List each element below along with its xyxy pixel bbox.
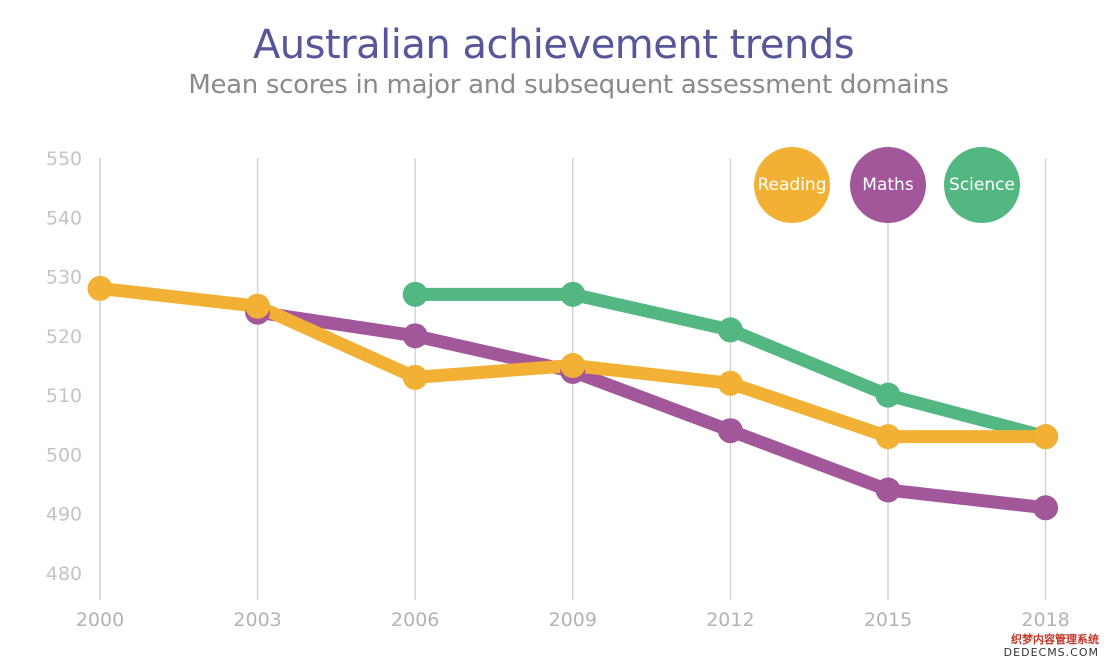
point-science-2009 bbox=[560, 281, 586, 307]
x-tick-label: 2015 bbox=[864, 609, 912, 631]
point-reading-2012 bbox=[717, 370, 743, 396]
y-tick-label: 530 bbox=[46, 267, 82, 289]
x-tick-label: 2000 bbox=[76, 609, 124, 631]
x-axis-labels: 2000 2003 2006 2009 2012 2015 2018 bbox=[76, 609, 1070, 631]
point-science-2006 bbox=[402, 281, 428, 307]
point-maths-2012 bbox=[717, 418, 743, 444]
x-tick-label: 2009 bbox=[549, 609, 597, 631]
point-reading-2015 bbox=[875, 424, 901, 450]
y-tick-label: 490 bbox=[46, 504, 82, 526]
series-line-maths bbox=[251, 305, 1053, 515]
watermark: 织梦内容管理系统 DEDECMS.COM bbox=[1004, 633, 1099, 659]
point-maths-2018 bbox=[1033, 495, 1059, 521]
point-maths-2006 bbox=[402, 323, 428, 349]
y-tick-label: 480 bbox=[46, 563, 82, 585]
point-reading-2009 bbox=[560, 353, 586, 378]
point-science-2015 bbox=[875, 382, 901, 408]
series-points bbox=[87, 275, 1059, 521]
point-maths-2015 bbox=[875, 477, 901, 503]
y-axis-labels: 550 540 530 520 510 500 490 480 bbox=[46, 148, 82, 585]
y-tick-label: 540 bbox=[46, 207, 82, 229]
chart-title: Australian achievement trends bbox=[252, 22, 855, 68]
y-tick-label: 550 bbox=[46, 148, 82, 170]
y-tick-label: 500 bbox=[46, 444, 82, 466]
legend-item-maths: Maths bbox=[850, 147, 926, 223]
point-science-2012 bbox=[717, 317, 743, 343]
x-tick-label: 2012 bbox=[706, 609, 754, 631]
point-reading-2003 bbox=[245, 293, 271, 319]
watermark-line1: 织梦内容管理系统 bbox=[1011, 633, 1099, 646]
x-tick-label: 2003 bbox=[233, 609, 281, 631]
x-tick-label: 2018 bbox=[1021, 609, 1069, 631]
chart-subtitle: Mean scores in major and subsequent asse… bbox=[188, 70, 949, 100]
point-reading-2006 bbox=[402, 364, 428, 390]
y-tick-label: 510 bbox=[46, 385, 82, 407]
point-reading-2018 bbox=[1033, 424, 1059, 450]
watermark-line2: DEDECMS.COM bbox=[1003, 646, 1099, 659]
point-reading-2000 bbox=[87, 275, 113, 301]
y-tick-label: 520 bbox=[46, 326, 82, 348]
x-tick-label: 2006 bbox=[391, 609, 439, 631]
legend-item-reading: Reading bbox=[754, 147, 830, 223]
legend-item-science: Science bbox=[944, 147, 1020, 223]
